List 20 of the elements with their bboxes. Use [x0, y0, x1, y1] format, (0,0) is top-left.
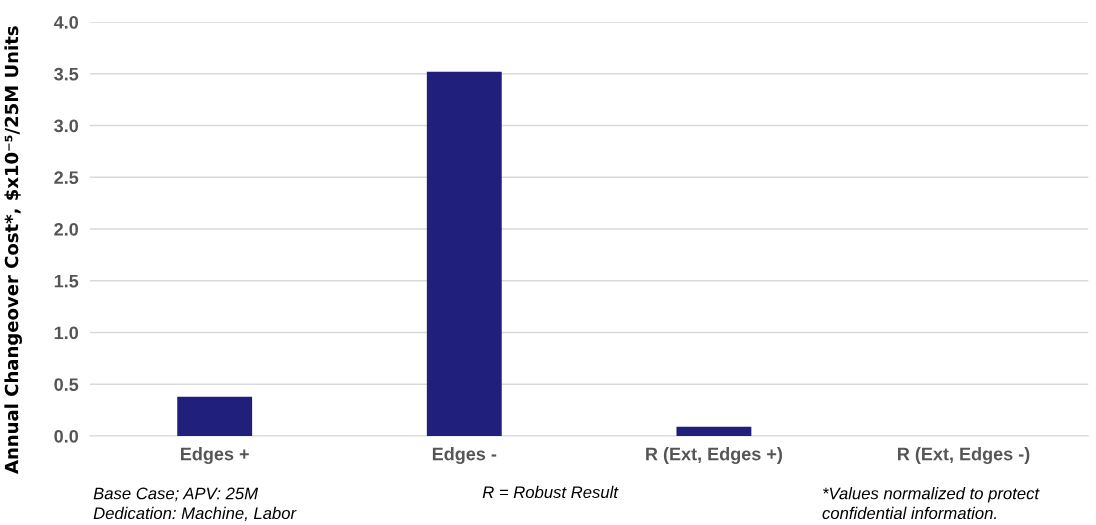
text: *Values normalized to protect confidential information.: [822, 487, 1040, 520]
y-tick-label: 1.0: [54, 326, 79, 340]
y-tick-label: 0.5: [54, 378, 79, 391]
text: R = Robust Result: [482, 485, 619, 499]
bar: [426, 71, 502, 437]
x-tick-label: Edges -: [432, 447, 497, 465]
y-tick-label: 0.0: [54, 429, 79, 443]
y-tick-label: 1.5: [54, 274, 79, 288]
y-tick-label: 2.0: [54, 222, 79, 236]
x-tick-label: R (Ext, Edges -): [898, 447, 1030, 465]
y-tick-label: 3.5: [54, 67, 79, 81]
x-tick-label: R (Ext, Edges +): [646, 447, 782, 465]
text: Base Case; APV: 25M Dedication: Machine, Labor: [93, 487, 297, 522]
x-tick-label: Edges +: [181, 447, 249, 465]
y-tick-label: 3.0: [54, 119, 79, 133]
bar: [177, 396, 253, 437]
bar: [676, 426, 752, 437]
y-tick-label: 4.0: [53, 15, 79, 29]
y-tick-label: 2.5: [54, 171, 79, 185]
y-axis-title: Annual Changeover Cost*, $x10⁻⁵/25M Units: [4, 26, 22, 474]
